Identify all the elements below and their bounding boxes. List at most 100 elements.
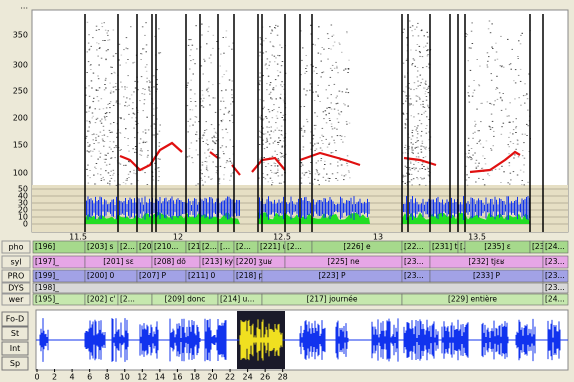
spectrogram-dot	[410, 161, 412, 162]
spectrogram-dot	[89, 121, 91, 122]
spectrogram-dot	[222, 137, 224, 138]
button-label[interactable]: Int	[10, 344, 21, 353]
spectrogram-dot	[496, 76, 498, 77]
spectrogram-dot	[209, 104, 211, 105]
spectrogram-dot	[110, 175, 112, 176]
spectrogram-dot	[417, 147, 419, 148]
spectrogram-dot	[263, 53, 265, 54]
spectrogram-dot	[405, 152, 407, 153]
spectrogram-dot	[113, 170, 115, 171]
spectrogram-dot	[119, 65, 121, 66]
spectrogram-dot	[273, 109, 275, 110]
spectrogram-dot	[195, 106, 197, 107]
spectrogram-dot	[495, 169, 497, 170]
spectrogram-dot	[319, 173, 321, 174]
spectrogram-dot	[232, 81, 234, 82]
spectrogram-dot	[111, 73, 113, 74]
spectrogram-dot	[494, 100, 496, 101]
spectrogram-dot	[415, 148, 417, 149]
spectrogram-dot	[405, 176, 407, 177]
spectrogram-dot	[109, 107, 111, 108]
spectrogram-dot	[477, 143, 479, 144]
spectrogram-dot	[203, 141, 205, 142]
segment-label: [2...	[120, 242, 135, 251]
spectrogram-dot	[282, 135, 284, 136]
segment-label: [229] entière	[448, 295, 497, 304]
spectrogram-dot	[417, 133, 419, 134]
spectrogram-dot	[133, 91, 135, 92]
spectrogram-dot	[487, 173, 489, 174]
segment-label: [196]	[35, 242, 55, 251]
spectrogram-dot	[274, 56, 276, 57]
spectrogram-dot	[326, 139, 328, 140]
spectrogram-dot	[120, 133, 122, 134]
spectrogram-dot	[418, 153, 420, 154]
spectrogram-dot	[225, 37, 227, 38]
spectrogram-dot	[473, 133, 475, 134]
spectrogram-dot	[525, 95, 527, 96]
spectrogram-dot	[518, 75, 520, 76]
spectrogram-dot	[416, 95, 418, 96]
spectrogram-dot	[219, 157, 221, 158]
spectrogram-dot	[127, 59, 129, 60]
spectrogram-dot	[472, 138, 474, 139]
spectrogram-dot	[127, 138, 128, 139]
spectrogram-dot	[346, 89, 348, 90]
spectrogram-dot	[263, 177, 265, 178]
spectrogram-dot	[270, 33, 272, 34]
spectrogram-dot	[419, 99, 421, 100]
spectrogram-dot	[159, 159, 161, 160]
spectrogram-dot	[316, 162, 318, 163]
spectrogram-dot	[265, 142, 267, 143]
spectrogram-dot	[97, 96, 99, 97]
spectrogram-dot	[468, 150, 470, 151]
spectrogram-dot	[521, 184, 523, 185]
spectrogram-dot	[279, 55, 281, 56]
spectrogram-dot	[470, 70, 472, 71]
spectrogram-dot	[281, 174, 283, 175]
spectrogram-dot	[205, 182, 207, 183]
spectrogram-dot	[306, 172, 308, 173]
spectrogram-dot	[409, 167, 411, 168]
spectrogram-dot	[490, 129, 492, 130]
spectrogram-dot	[412, 168, 414, 169]
spectrogram-dot	[259, 52, 261, 53]
spectrogram-dot	[209, 58, 211, 59]
spectrogram-dot	[98, 100, 100, 101]
spectrogram-dot	[88, 43, 90, 44]
spectrogram-dot	[426, 147, 428, 148]
button-label[interactable]: Sp	[10, 359, 20, 368]
spectrogram-dot	[326, 114, 328, 115]
spectrogram-dot	[347, 165, 349, 166]
spectrogram-dot	[332, 173, 334, 174]
spectrogram-dot	[475, 163, 477, 164]
spectrogram-dot	[99, 87, 101, 88]
spectrogram-dot	[88, 111, 90, 112]
spectrogram-dot	[112, 175, 114, 176]
button-label[interactable]: Fo-D	[6, 315, 24, 324]
spectrogram-dot	[223, 179, 225, 180]
spectrogram-dot	[109, 164, 111, 165]
spectrogram-dot	[280, 157, 282, 158]
button-label[interactable]: St	[11, 329, 19, 338]
spectrogram-dot	[153, 109, 155, 110]
segment-label: [23...	[545, 283, 565, 292]
spectrogram-dot	[526, 93, 528, 94]
spectrogram-dot	[322, 47, 324, 48]
spectrogram-dot	[495, 43, 497, 44]
spectrogram-dot	[213, 141, 215, 142]
spectrogram-dot	[114, 180, 116, 181]
y-axis-label: 200	[13, 114, 28, 123]
spectrogram-dot	[405, 166, 407, 167]
spectrogram-dot	[405, 127, 407, 128]
spectrogram-dot	[471, 31, 473, 32]
spectrogram-dot	[187, 131, 189, 132]
spectrogram-dot	[139, 154, 141, 155]
spectrogram-dot	[265, 116, 267, 117]
spectrogram-dot	[86, 136, 88, 137]
spectrogram-dot	[489, 103, 491, 104]
segment-label: [23...	[545, 271, 565, 280]
spectrogram-dot	[282, 117, 284, 118]
segment-label: [195]_	[35, 295, 59, 304]
spectrogram-dot	[421, 164, 423, 165]
